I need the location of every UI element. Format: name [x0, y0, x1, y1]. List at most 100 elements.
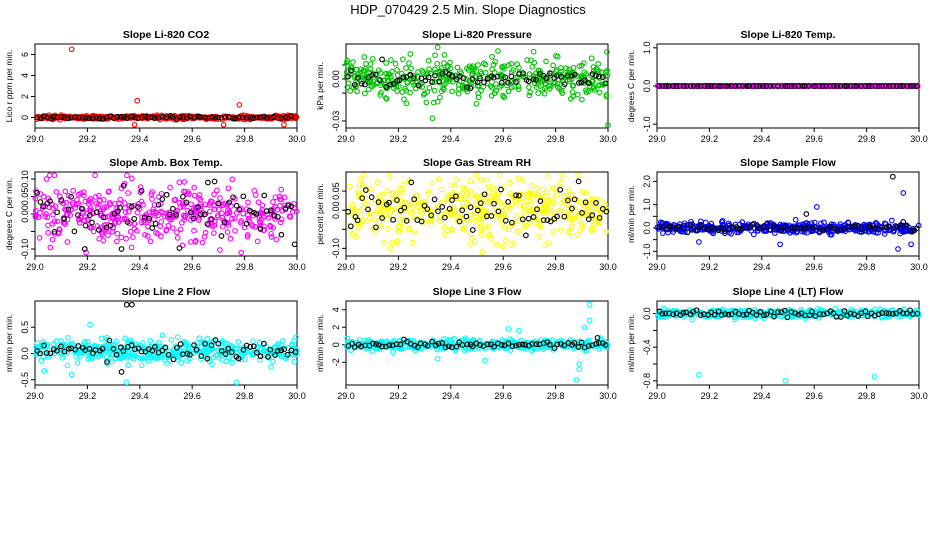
data-point [32, 207, 39, 214]
data-point [223, 358, 230, 365]
data-point [428, 212, 435, 219]
data-point [403, 218, 410, 224]
data-point [186, 345, 192, 351]
data-point [131, 121, 138, 128]
data-point [56, 226, 63, 233]
data-point [418, 75, 425, 82]
data-point [739, 225, 746, 232]
data-point [379, 215, 385, 221]
y-axis-label: ml/min per min. [626, 185, 636, 243]
data-point [158, 190, 165, 197]
series-1 [656, 173, 920, 236]
data-point [277, 196, 283, 203]
data-point [550, 80, 557, 87]
data-point [801, 309, 808, 316]
data-point [397, 201, 403, 207]
data-point [823, 83, 829, 89]
data-point [245, 212, 251, 219]
data-point [670, 311, 677, 318]
y-tick-label: 0 [331, 342, 341, 347]
data-point [34, 114, 40, 121]
data-point [509, 201, 516, 208]
data-point [379, 343, 385, 350]
data-point [405, 226, 412, 233]
data-point [818, 220, 824, 227]
data-point [554, 84, 561, 90]
data-point [114, 113, 121, 120]
data-point [217, 195, 223, 201]
data-point [137, 184, 144, 190]
data-point [224, 229, 231, 235]
data-point [152, 344, 158, 350]
data-point [719, 219, 725, 225]
data-point [449, 73, 456, 80]
data-point [488, 213, 495, 219]
data-point [37, 191, 44, 197]
data-point [875, 311, 882, 318]
chart-title: Slope Gas Stream RH [423, 157, 531, 169]
data-point [893, 223, 900, 230]
data-point [223, 113, 229, 120]
data-point [486, 231, 493, 238]
data-point [864, 225, 871, 232]
data-point [362, 187, 369, 193]
data-point [883, 310, 890, 316]
data-point [694, 83, 701, 89]
data-point [848, 223, 855, 230]
data-point [164, 360, 170, 367]
data-point [176, 114, 183, 120]
x-tick-label: 29.2 [79, 391, 97, 401]
data-point [508, 222, 514, 229]
data-point [444, 64, 451, 70]
data-point [383, 212, 390, 219]
data-point [760, 83, 766, 89]
x-tick-label: 29.8 [236, 134, 254, 144]
plot-frame [34, 43, 298, 129]
data-point [459, 207, 466, 214]
data-point [490, 74, 497, 81]
data-point [468, 338, 475, 345]
data-point [243, 206, 250, 212]
data-point [705, 226, 712, 233]
data-point [454, 64, 461, 71]
data-point [61, 348, 68, 355]
data-point [399, 189, 406, 196]
data-point [740, 83, 746, 89]
data-point [118, 234, 125, 241]
data-point [425, 191, 431, 197]
data-point [168, 216, 175, 223]
data-point [547, 70, 553, 76]
data-point [481, 191, 488, 198]
data-point [561, 213, 568, 220]
data-point [684, 229, 691, 236]
data-point [799, 83, 806, 89]
data-point [568, 72, 575, 79]
series-1 [656, 83, 920, 89]
data-point [67, 212, 74, 219]
data-point [121, 345, 128, 352]
data-point [394, 77, 400, 84]
data-point [82, 114, 89, 121]
data-point [244, 231, 251, 238]
data-point [581, 69, 588, 76]
data-point [519, 216, 526, 223]
x-tick-label: 29.4 [442, 134, 460, 144]
data-point [469, 227, 476, 233]
data-point [551, 345, 558, 351]
data-point [563, 65, 569, 72]
data-point [157, 223, 164, 230]
series-1 [345, 178, 610, 239]
data-point [530, 48, 537, 55]
data-point [177, 341, 184, 347]
data-point [96, 227, 102, 233]
data-point [498, 82, 505, 89]
data-point [128, 203, 135, 210]
y-axis-label: ml/min per min. [315, 314, 325, 372]
y-tick-label: 0.0 [20, 347, 30, 360]
data-point [561, 81, 568, 87]
data-point [538, 192, 544, 199]
series-0 [346, 172, 611, 256]
data-point [539, 86, 546, 93]
data-point [132, 114, 138, 121]
data-point [89, 219, 95, 226]
